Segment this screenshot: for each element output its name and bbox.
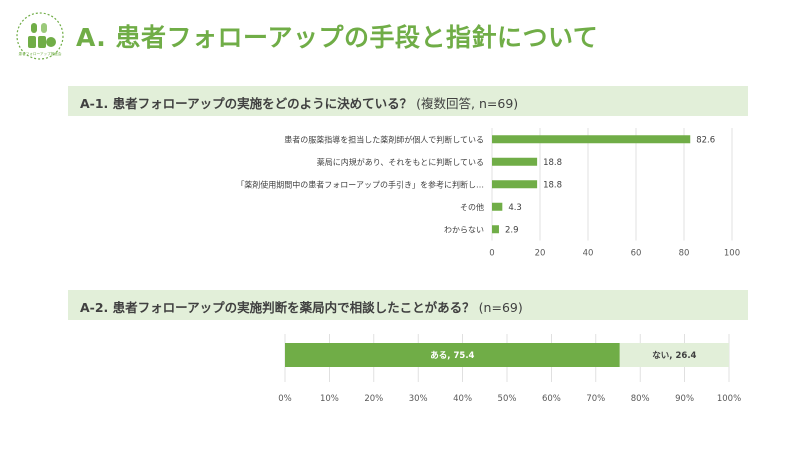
section-header-a1: A-1. 患者フォローアップの実施をどのように決めている？ (複数回答, n=69… [68,86,748,116]
x-tick-label: 60% [542,394,561,404]
x-tick-label: 40% [453,394,472,404]
bar [492,202,503,211]
x-tick-label: 80 [679,249,690,259]
logo-text: 患者フォローアップ推進会 [19,51,62,56]
data-label: 82.6 [696,135,715,145]
logo-icon: 患者フォローアップ推進会 [16,12,64,60]
x-tick-label: 70% [586,394,605,404]
x-tick-label: 20 [535,249,546,259]
bar [492,225,499,234]
section-title-a2: A-2. 患者フォローアップの実施判断を薬局内で相談したことがある？ (n=69) [80,297,523,316]
section-header-a2: A-2. 患者フォローアップの実施判断を薬局内で相談したことがある？ (n=69) [68,290,748,320]
category-label: その他 [460,202,484,212]
x-tick-label: 50% [498,394,517,404]
x-tick-label: 10% [320,394,339,404]
x-tick-label: 20% [364,394,383,404]
x-tick-label: 100 [724,249,740,259]
section-title-a1-text: A-1. 患者フォローアップの実施をどのように決めている？ [80,96,413,111]
bar-segment [619,343,729,367]
x-tick-label: 0% [278,394,292,404]
x-tick-label: 60 [631,249,642,259]
bar [492,135,691,144]
x-tick-label: 90% [675,394,694,404]
x-tick-label: 30% [409,394,428,404]
bar [492,180,538,189]
category-label: わからない [444,225,484,234]
x-tick-label: 40 [583,249,594,259]
data-label: ある, 75.4 [430,351,474,361]
category-label: 「薬剤使用期間中の患者フォローアップの手引き」を参考に判断し… [236,179,484,189]
data-label: 2.9 [505,225,519,235]
category-label: 患者の服薬指導を担当した薬剤師が個人で判断している [284,134,484,144]
x-tick-label: 100% [717,394,741,404]
data-label: ない, 26.4 [652,351,696,361]
x-tick-label: 0 [489,249,494,259]
category-label: 薬局に内規があり、それをもとに判断している [317,157,484,167]
data-label: 18.8 [543,158,562,168]
data-label: 4.3 [508,203,522,213]
section-note-a2: (n=69) [478,300,523,315]
bar-segment [285,343,620,367]
bar [492,157,538,166]
section-title-a1: A-1. 患者フォローアップの実施をどのように決めている？ (複数回答, n=69… [80,93,518,112]
page-title: A. 患者フォローアップの手段と指針について [76,23,599,52]
x-tick-label: 80% [631,394,650,404]
section-note-a1: (複数回答, n=69) [416,96,519,111]
section-title-a2-text: A-2. 患者フォローアップの実施判断を薬局内で相談したことがある？ [80,300,475,315]
data-label: 18.8 [543,180,562,190]
